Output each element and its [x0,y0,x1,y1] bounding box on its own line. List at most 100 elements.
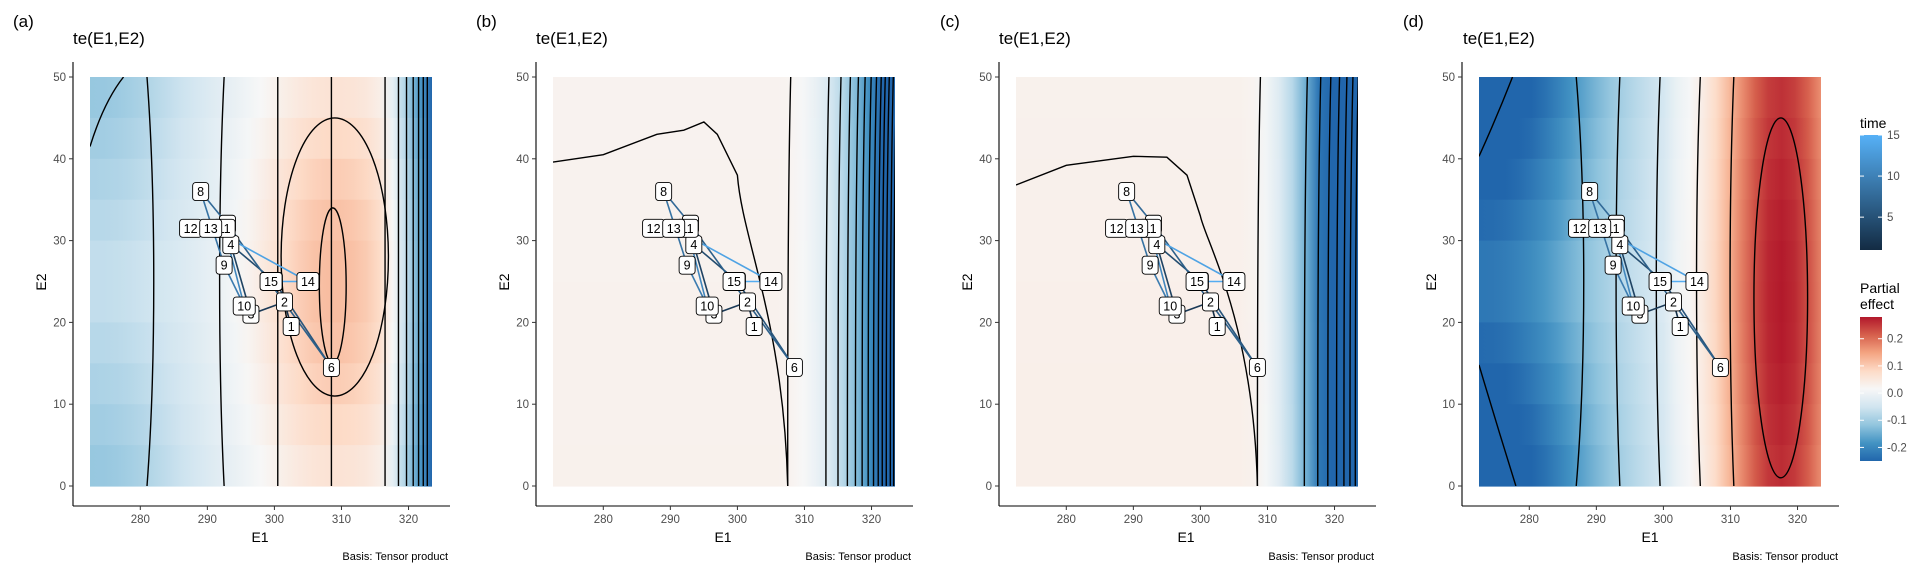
contour-corner [90,77,125,147]
panel-d-xlabel: E1 [1641,529,1658,545]
y-tick-label: 10 [979,399,992,411]
point-label-box [1711,357,1729,377]
contour-line-4 [854,77,860,486]
point-label-text: 4 [690,238,697,252]
point-label-8: 8 [1581,182,1599,201]
point-label-text: 6 [1717,361,1724,375]
point-label-box [1125,218,1149,238]
partial-tick-label: 0.0 [1887,388,1903,400]
point-label-8: 8 [192,182,210,201]
y-tick-label: 10 [516,399,529,411]
point-label-text: 4 [227,238,234,252]
point-label-text: 12 [1110,222,1124,236]
point-label-8: 8 [655,182,673,201]
point-label-text: 8 [660,185,667,199]
surface-band-6 [1016,322,1358,364]
x-tick-label: 290 [198,514,217,526]
contour-line-1 [218,77,225,486]
point-label-1: 1 [1671,317,1689,336]
y-tick-label: 50 [1442,72,1455,84]
surface-band-3 [553,199,895,242]
point-label-2: 2 [1665,292,1682,312]
surface-band-0 [1479,77,1821,119]
point-label-box [695,296,719,316]
legend-partial-title-1: Partial [1860,280,1900,296]
point-label-text: 14 [301,275,315,289]
point-label-14: 14 [759,272,783,291]
surface-band-2 [1479,158,1821,201]
contour-line-6 [867,77,872,486]
surface-band-2 [90,158,432,201]
point-label-text: 2 [744,295,751,309]
point-label-text: 8 [197,185,204,199]
x-tick-label: 310 [795,514,814,526]
panel-c-xlabel: E1 [1177,529,1194,545]
surface-band-3 [1016,199,1358,242]
point-label-text: 2 [1670,295,1677,309]
point-label-13: 13 [199,218,223,238]
panel-c-title: te(E1,E2) [999,29,1071,48]
panel-d-title: te(E1,E2) [1463,29,1535,48]
point-label-1: 1 [1208,317,1226,336]
point-label-text: 1 [751,320,758,334]
time-tick-label: 15 [1887,130,1900,142]
point-label-text: 6 [1254,361,1261,375]
panel-d: (d) te(E1,E2) 12345678910111213141528029… [1403,12,1839,563]
panel-c-plot: 1234567891011121314152802903003103200102… [979,62,1376,526]
point-label-text: 10 [1626,300,1640,314]
point-label-box [678,255,696,275]
point-label-text: 12 [1573,222,1587,236]
surface-band-8 [90,404,432,446]
contour-corner-1 [1479,364,1517,486]
point-label-text: 14 [764,275,778,289]
contour-line-4 [1335,77,1341,486]
point-label-box [259,272,283,291]
point-label-text: 10 [700,300,714,314]
x-tick-label: 280 [131,514,150,526]
point-label-13: 13 [1588,218,1612,238]
point-labels: 123456789101112131415 [1105,182,1266,377]
y-tick-label: 20 [1442,317,1455,329]
panel-tag-d: (d) [1403,12,1424,31]
point-label-14: 14 [1685,272,1709,291]
point-label-text: 1 [1677,320,1684,334]
contour-line-1 [825,77,830,486]
panel-b: (b) te(E1,E2) 12345678910111213141528029… [476,12,913,563]
point-label-box [785,357,803,377]
panel-tag-c: (c) [940,12,960,31]
point-label-text: 12 [184,222,198,236]
point-label-box [662,218,686,238]
surface-band-9 [553,445,895,487]
point-label-15: 15 [722,272,746,291]
y-tick-label: 40 [53,154,66,166]
legend-time: time 5 10 15 [1860,115,1900,250]
point-label-text: 6 [791,361,798,375]
y-tick-label: 20 [53,317,66,329]
legend-partial-ticks: 0.2 0.1 0.0 -0.1 -0.2 [1860,334,1907,454]
panel-tag-a: (a) [13,12,34,31]
point-label-4: 4 [1611,235,1629,255]
point-label-text: 9 [221,259,228,273]
surface-band-8 [1479,404,1821,446]
point-label-box [232,296,256,316]
x-tick-label: 290 [661,514,680,526]
y-tick-label: 10 [53,399,66,411]
y-tick-label: 0 [1449,481,1455,493]
y-tick-label: 50 [53,72,66,84]
surface-band-2 [553,158,895,201]
point-label-text: 15 [727,275,741,289]
x-tick-label: 320 [862,514,881,526]
legend-partial-title-2: effect [1860,296,1894,312]
point-label-6: 6 [1248,357,1266,377]
contour-line-4 [1729,77,1735,486]
point-label-6: 6 [322,357,340,377]
contours [553,77,895,486]
point-label-text: 9 [1610,259,1617,273]
panel-b-xlabel: E1 [714,529,731,545]
point-label-8: 8 [1118,182,1136,201]
panel-a: (a) te(E1,E2) 12345678910111213141528029… [13,12,450,563]
point-label-text: 15 [1653,275,1667,289]
point-label-15: 15 [259,272,283,291]
point-label-6: 6 [1711,357,1729,377]
point-label-box [1685,272,1709,291]
